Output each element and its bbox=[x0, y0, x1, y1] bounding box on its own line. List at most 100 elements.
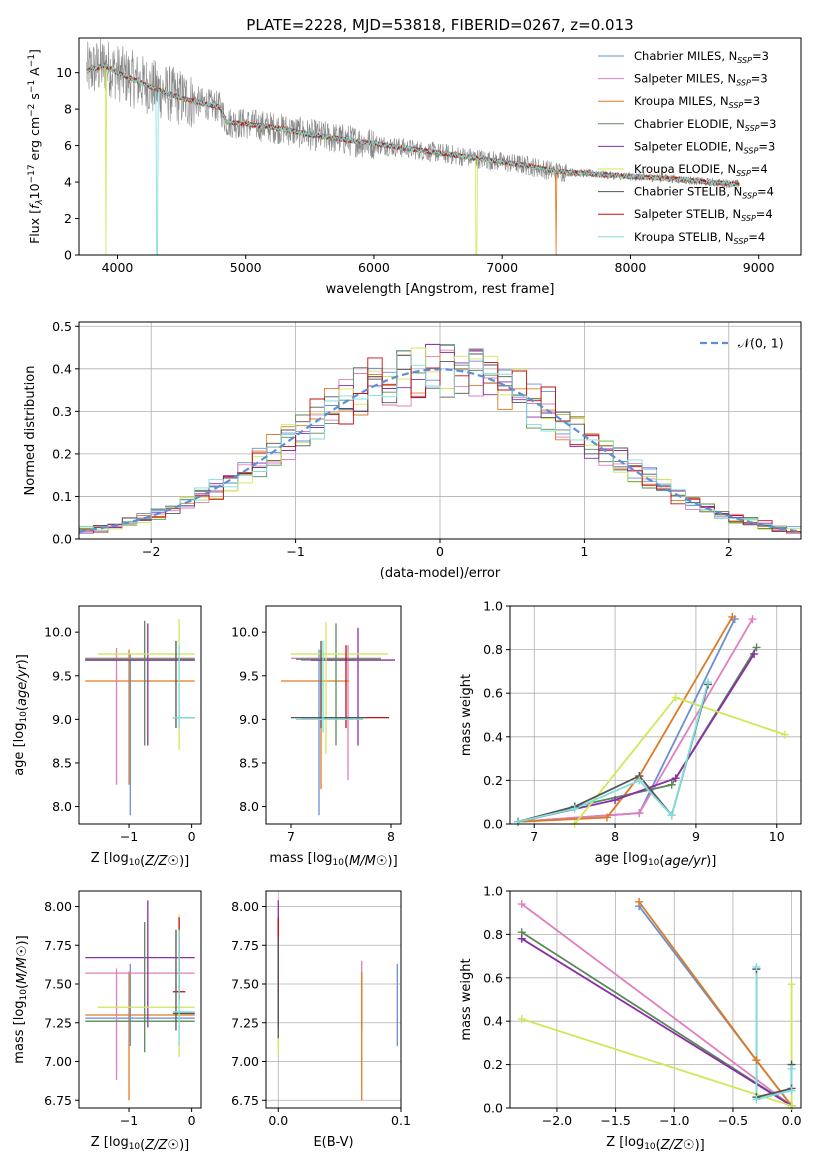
series-line-kroupa_miles bbox=[638, 901, 793, 1107]
age_vs_mass-marks bbox=[281, 621, 395, 816]
data-spectrum-line bbox=[86, 38, 740, 188]
x-tick-label: −1 bbox=[120, 1113, 138, 1128]
residual_histogram-marks bbox=[79, 343, 801, 535]
axes-frame bbox=[78, 37, 802, 256]
y-tick-label: 7.00 bbox=[231, 1054, 259, 1069]
marker-salpeter_elodie bbox=[611, 796, 620, 805]
series-line-salpeter_miles bbox=[521, 903, 793, 1107]
x-axis-label: wavelength [Angstrom, rest frame] bbox=[326, 282, 555, 297]
marker-kroupa_miles bbox=[603, 813, 611, 822]
y-tick-label: 10 bbox=[56, 65, 72, 80]
y-axis-label: mass [log10(M/M☉)] bbox=[12, 935, 30, 1063]
y-tick-label: 7.25 bbox=[44, 1015, 72, 1030]
y-tick-label: 1.0 bbox=[483, 599, 503, 614]
marker-kroupa_miles bbox=[728, 612, 737, 621]
y-tick-label: 8.5 bbox=[52, 755, 72, 770]
marker-kroupa_elodie bbox=[517, 1015, 526, 1024]
legend-label: Kroupa ELODIE, NSSP=4 bbox=[634, 162, 768, 178]
marker-chabrier_elodie bbox=[752, 643, 761, 652]
age_vs_mass-axes: 7 8 8.0 8.5 9.0 9.5 10.0 mass [log10(M/M☉)] bbox=[231, 605, 402, 869]
weight_vs_Z-axes: −2.0 −1.5 −1.0 −0.5 0.0 0.0 0.2 0.4 0.6 0.8 1.0 Z [… bbox=[459, 884, 802, 1154]
series-line-kroupa_stelib bbox=[755, 967, 793, 1101]
marker-kroupa_elodie bbox=[780, 730, 789, 739]
weight_vs_age-axes: 7 8 9 10 0.0 0.2 0.4 0.6 0.8 1.0 age [log10(age/yr… bbox=[459, 599, 802, 869]
marker-salpeter_elodie bbox=[671, 774, 680, 783]
y-tick-label: 1.0 bbox=[483, 884, 503, 899]
marker-kroupa_stelib bbox=[787, 1086, 796, 1095]
x-tick-label: 8 bbox=[611, 829, 619, 844]
series-line-kroupa_elodie bbox=[521, 984, 793, 1108]
normal-curve bbox=[79, 368, 801, 533]
series-line-kroupa_miles bbox=[518, 616, 734, 823]
legend-label: Salpeter MILES, NSSP=3 bbox=[634, 72, 768, 88]
y-axis-label: age [log10(age/yr)] bbox=[12, 654, 30, 776]
marker-kroupa_stelib bbox=[635, 776, 644, 785]
y-tick-label: 0.1 bbox=[52, 489, 72, 504]
x-tick-label: −2.0 bbox=[542, 1113, 572, 1128]
y-tick-label: 7.50 bbox=[231, 977, 259, 992]
y-tick-label: 0 bbox=[64, 248, 72, 263]
x-tick-label: −1 bbox=[120, 829, 138, 844]
marker-kroupa_stelib bbox=[667, 811, 676, 820]
y-tick-label: 0.0 bbox=[483, 1101, 503, 1116]
y-tick-label: 0.3 bbox=[52, 404, 72, 419]
x-tick-label: 7 bbox=[287, 829, 295, 844]
spectrum-marks bbox=[86, 38, 740, 255]
series-line-salpeter_elodie bbox=[521, 937, 793, 1107]
marker-kroupa_stelib bbox=[704, 678, 713, 687]
y-tick-label: 7.75 bbox=[231, 938, 259, 953]
age_vs_Z-axes: −1 0 8.0 8.5 9.0 9.5 10.0 Z [log10(Z/Z☉)] age [l… bbox=[12, 605, 202, 869]
x-axis-label: mass [log10(M/M☉)] bbox=[269, 851, 397, 869]
x-tick-label: 7 bbox=[530, 829, 538, 844]
y-tick-label: 0.5 bbox=[52, 319, 72, 334]
x-tick-label: −1.0 bbox=[659, 1113, 689, 1128]
spectrum-legend: Chabrier MILES, NSSP=3 Salpeter MILES, NS… bbox=[598, 49, 776, 246]
mass_vs_EBV-marks bbox=[277, 900, 398, 1101]
y-tick-label: 7.00 bbox=[44, 1054, 72, 1069]
legend-label: Salpeter STELIB, NSSP=4 bbox=[634, 207, 773, 223]
x-tick-label: 9000 bbox=[743, 260, 775, 275]
y-tick-label: 8.0 bbox=[52, 799, 72, 814]
figure-title: PLATE=2228, MJD=53818, FIBERID=0267, z=0… bbox=[246, 16, 633, 34]
marker-kroupa_miles bbox=[752, 1056, 761, 1065]
x-tick-label: −1.5 bbox=[600, 1113, 630, 1128]
x-axis-label: Z [log10(Z/Z☉)] bbox=[91, 1135, 190, 1153]
x-tick-label: −0.5 bbox=[718, 1113, 748, 1128]
y-tick-label: 0.2 bbox=[483, 1057, 503, 1072]
mass_vs_Z-axes: −1 0 6.75 7.00 7.25 7.50 7.75 8.00 Z [log10(Z/Z☉… bbox=[12, 890, 202, 1153]
x-axis-label: Z [log10(Z/Z☉)] bbox=[606, 1135, 705, 1153]
x-tick-label: 9 bbox=[692, 829, 700, 844]
axes-frame bbox=[265, 605, 402, 825]
model-line-kroupa_stelib bbox=[86, 63, 740, 255]
y-axis-label: mass weight bbox=[459, 674, 474, 756]
y-tick-label: 10.0 bbox=[44, 625, 72, 640]
y-tick-label: 9.0 bbox=[239, 712, 259, 727]
legend-label: Chabrier STELIB, NSSP=4 bbox=[634, 185, 774, 201]
legend-label: Chabrier MILES, NSSP=3 bbox=[634, 49, 769, 65]
y-tick-label: 0.6 bbox=[483, 970, 503, 985]
spectrum-axes: 4000 5000 6000 7000 8000 9000 0 2 4 6 8 10 wavelengt… bbox=[27, 37, 802, 297]
y-tick-label: 0.8 bbox=[483, 642, 503, 657]
y-axis-label: Flux [fλ10−17 erg cm−2 s−1 A−1] bbox=[27, 49, 45, 244]
x-tick-label: 0.0 bbox=[268, 1113, 288, 1128]
legend-label: Salpeter ELODIE, NSSP=3 bbox=[634, 139, 775, 155]
plots-layer: 4000 5000 6000 7000 8000 90000246810wavelengt… bbox=[12, 37, 802, 1154]
marker-kroupa_stelib bbox=[752, 962, 761, 971]
y-tick-label: 9.5 bbox=[239, 668, 259, 683]
x-axis-label: age [log10(age/yr)] bbox=[595, 851, 717, 869]
axes-frame bbox=[509, 890, 802, 1109]
y-tick-label: 0.2 bbox=[52, 446, 72, 461]
x-tick-label: −2 bbox=[142, 544, 160, 559]
y-tick-label: 10.0 bbox=[231, 625, 259, 640]
marker-salpeter_miles bbox=[748, 615, 757, 624]
marker-chabrier_elodie bbox=[667, 780, 676, 789]
axes-frame bbox=[509, 605, 802, 825]
x-tick-label: 6000 bbox=[358, 260, 390, 275]
y-tick-label: 6 bbox=[64, 138, 72, 153]
x-tick-label: 0.0 bbox=[782, 1113, 802, 1128]
marker-salpeter_elodie bbox=[750, 649, 759, 658]
legend-label: 𝒩(0, 1) bbox=[738, 336, 784, 351]
y-tick-label: 0.0 bbox=[483, 817, 503, 832]
model-line-kroupa_elodie bbox=[86, 63, 740, 255]
axes-frame bbox=[265, 890, 402, 1109]
